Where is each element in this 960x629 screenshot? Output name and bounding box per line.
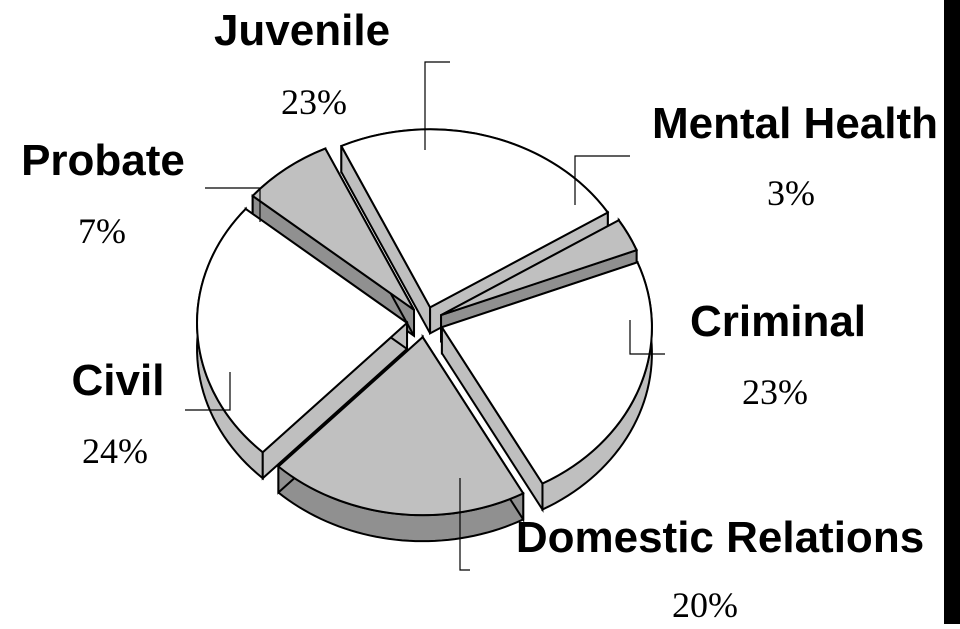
slice-top (251, 147, 415, 311)
pie-slice-domestic-relations (276, 333, 525, 543)
slice-label: Juvenile (214, 6, 390, 55)
slice-label: Mental Health (652, 99, 938, 148)
slice-top (440, 261, 653, 485)
slice-top (276, 335, 525, 517)
leader-line (205, 187, 261, 222)
slice-label: Civil (72, 356, 165, 405)
leader-lines (185, 61, 665, 571)
slice-top (196, 207, 409, 454)
slice-label: Probate (21, 136, 185, 185)
leader-line (574, 155, 630, 205)
slice-top (339, 128, 610, 309)
labels-layer: Juvenile 23% Mental Health 3% Criminal 23% Dom… (21, 6, 938, 625)
slices-layer (196, 128, 653, 543)
leader-line (185, 372, 231, 411)
slice-top (440, 218, 638, 317)
slice-label: Criminal (690, 297, 866, 346)
pie-slice-criminal (440, 260, 653, 513)
slice-percent-label: 3% (767, 173, 815, 213)
leader-line (424, 61, 450, 150)
slice-percent-label: 7% (78, 211, 126, 251)
slice-percent-label: 23% (281, 82, 347, 122)
right-border-bar (944, 0, 960, 624)
leader-line (459, 478, 470, 571)
slice-percent-label: 20% (672, 585, 738, 624)
leader-line (629, 320, 665, 355)
pie-slice-civil (196, 206, 409, 481)
slice-label: Domestic Relations (516, 513, 924, 562)
slice-percent-label: 24% (82, 431, 148, 471)
slice-percent-label: 23% (742, 372, 808, 412)
